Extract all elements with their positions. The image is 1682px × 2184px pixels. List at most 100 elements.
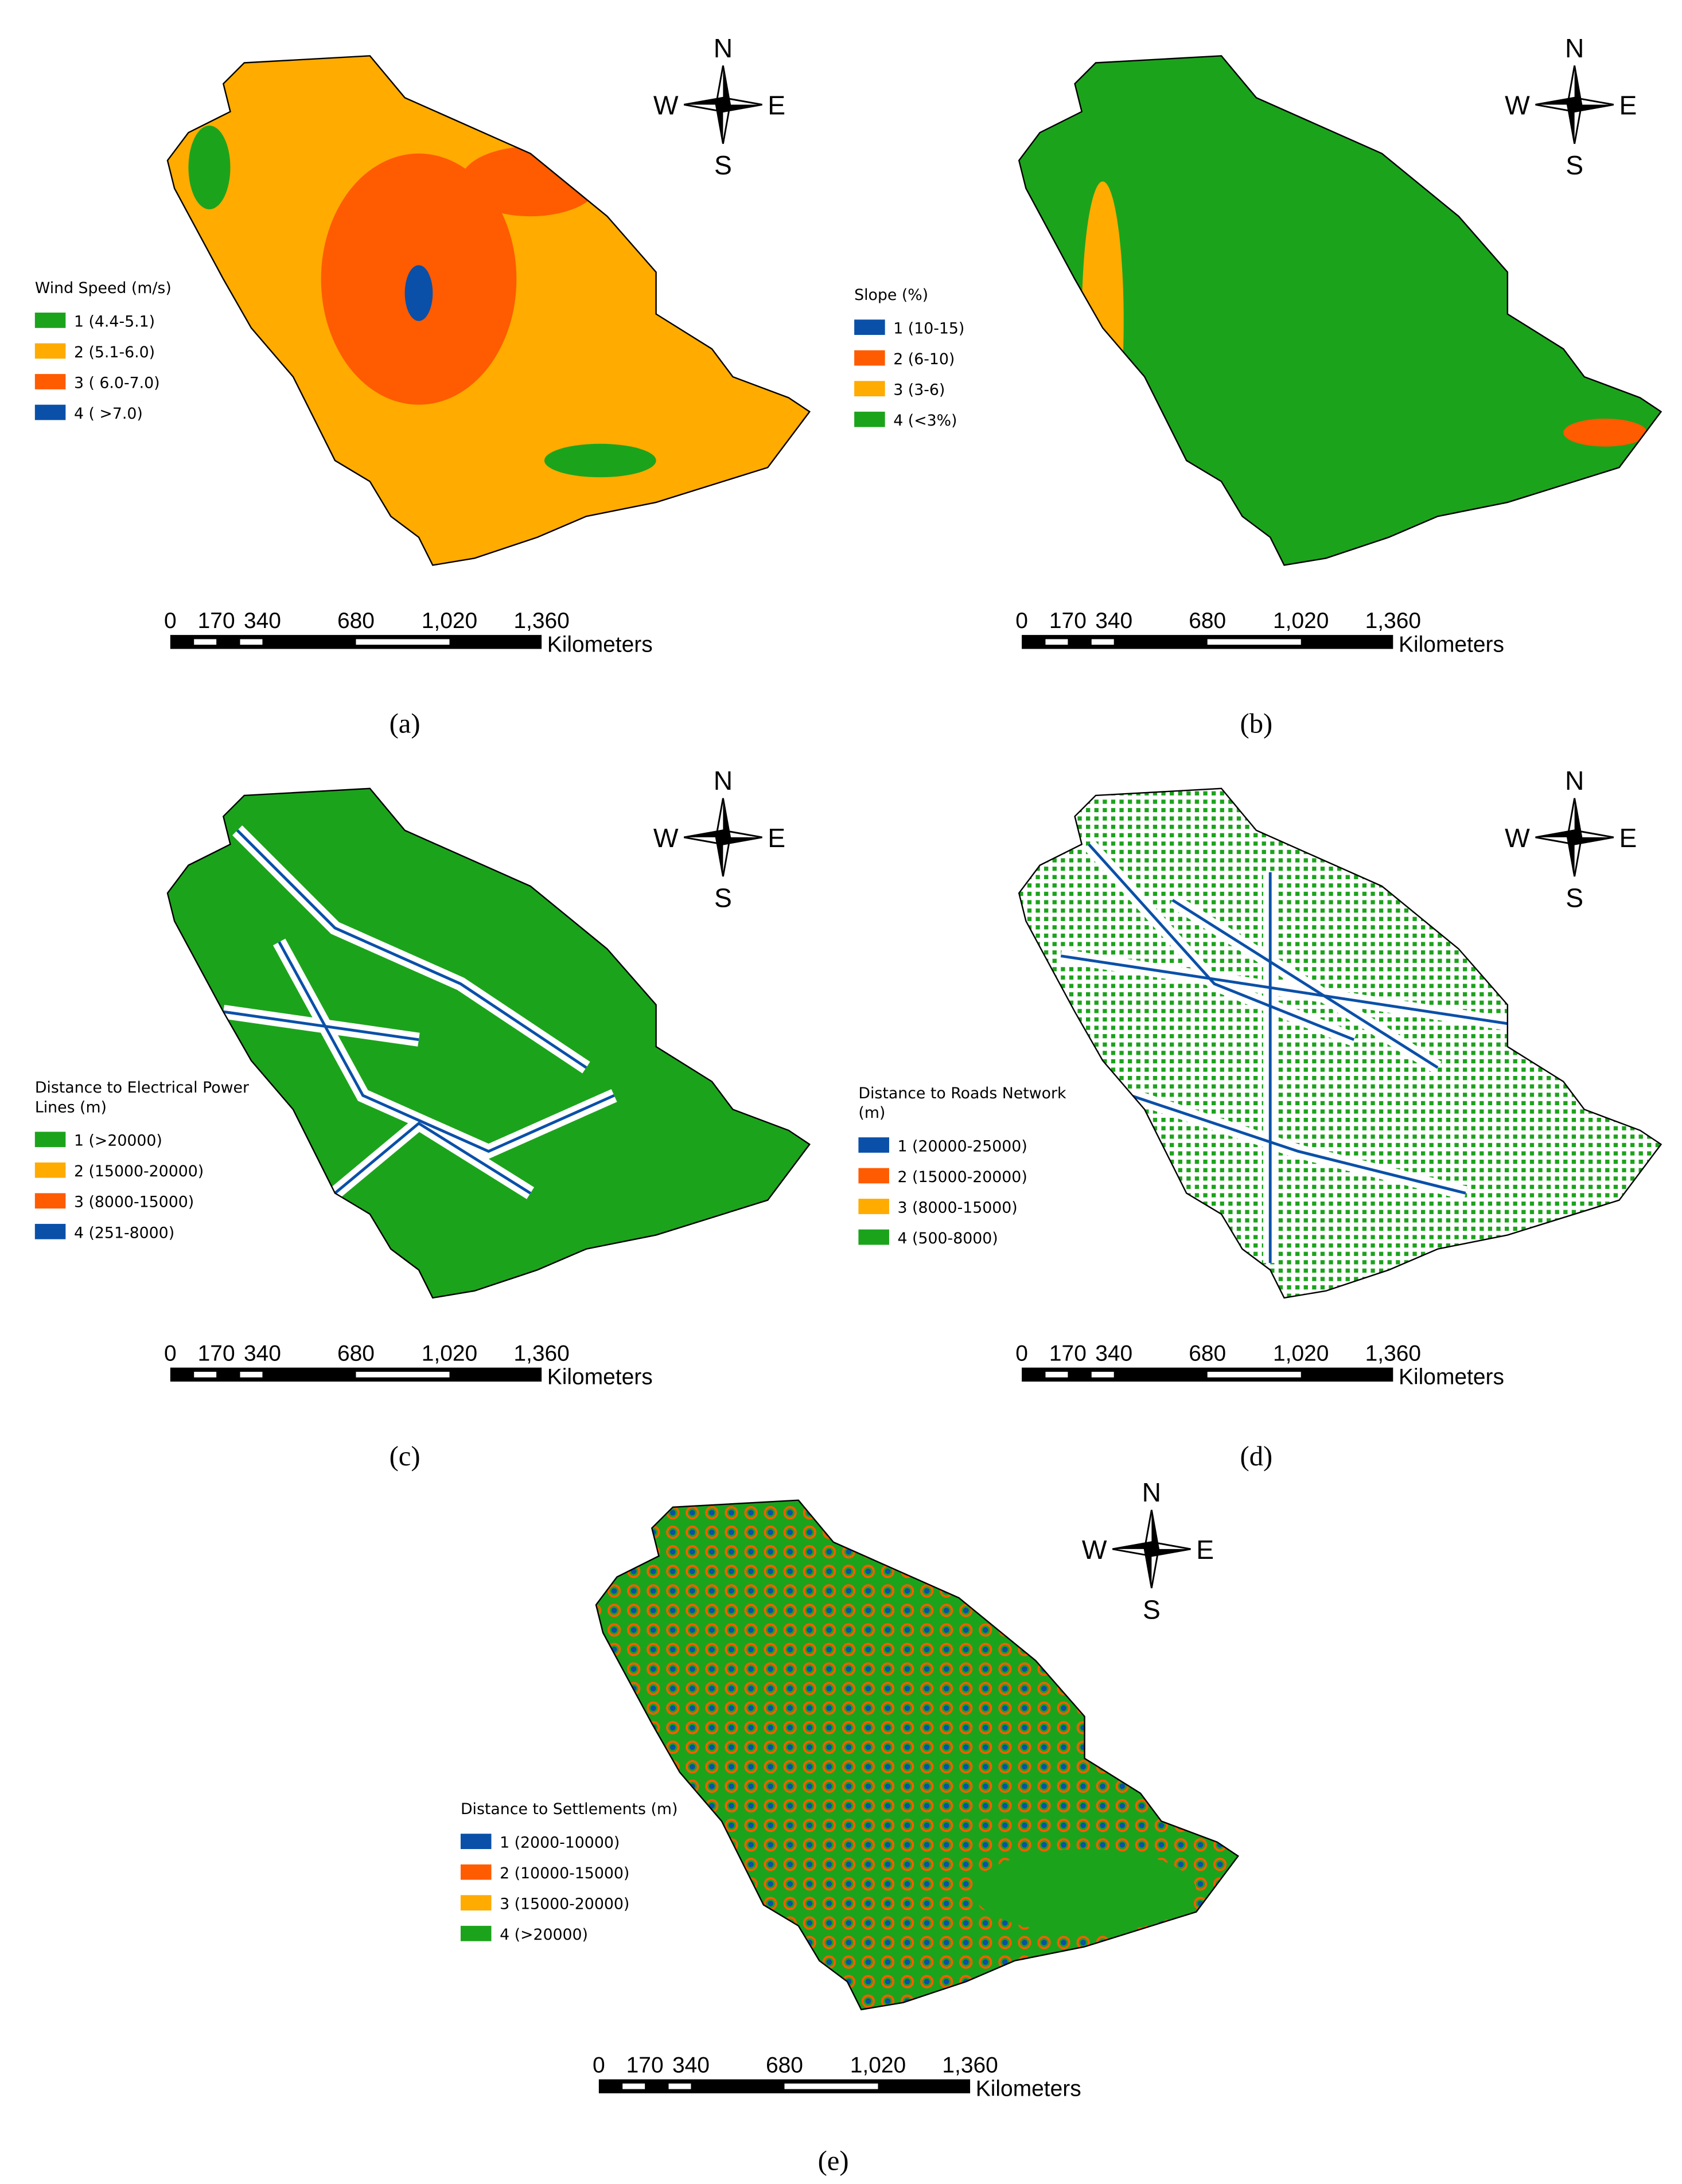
compass: N S W E — [1505, 33, 1637, 180]
scale-bar-gap — [356, 639, 450, 645]
scale-bar-gap — [1091, 1371, 1114, 1378]
caption: (b) — [1240, 708, 1273, 739]
scale-label: 170 — [1049, 1341, 1087, 1366]
caption: (a) — [390, 708, 420, 739]
scale-label: 1,360 — [513, 1341, 569, 1366]
compass-s: S — [714, 150, 732, 180]
compass-s: S — [1143, 1595, 1161, 1625]
compass-w: W — [1082, 1535, 1107, 1565]
legend-swatch — [34, 404, 66, 420]
compass-w: W — [653, 823, 679, 853]
compass-star-fill — [1535, 798, 1614, 877]
scale-unit: Kilometers — [547, 632, 653, 657]
legend: Slope (%) 1 (10-15) 2 (6-10) 3 (3-6) 4 (<3%) — [854, 286, 964, 430]
compass-star-fill — [684, 65, 762, 144]
scale-label: 680 — [337, 1341, 375, 1366]
scale-bar-gap — [1091, 639, 1114, 645]
legend: Wind Speed (m/s) 1 (4.4-5.1) 2 (5.1-6.0) 3 … — [34, 279, 172, 423]
legend-title: (m) — [858, 1104, 885, 1122]
compass-e: E — [1619, 91, 1637, 120]
legend-swatch — [34, 1132, 66, 1148]
compass-w: W — [1505, 91, 1530, 120]
compass: N S W E — [653, 33, 785, 180]
scale-label: 680 — [337, 609, 375, 633]
legend-swatch — [858, 1168, 889, 1184]
scale-label: 0 — [1015, 1341, 1028, 1366]
scale-label: 0 — [164, 1341, 177, 1366]
map-patch — [1563, 418, 1648, 447]
scale-bar-gap — [1045, 1371, 1068, 1378]
legend-swatch — [854, 411, 885, 427]
caption: (e) — [818, 2146, 849, 2177]
map-panel: N S W E Distance to Roads Network (m) 1 (20000… — [858, 766, 1662, 1472]
scale-label: 0 — [593, 2053, 605, 2077]
scale-unit: Kilometers — [547, 1365, 653, 1390]
scale-label: 170 — [1049, 609, 1087, 633]
map-patches — [222, 825, 617, 1199]
scale-bar-gap — [194, 1371, 217, 1378]
scale-label: 1,020 — [850, 2053, 906, 2077]
compass-n: N — [714, 33, 733, 63]
legend-label: 1 (10-15) — [893, 320, 964, 338]
scale-label: 340 — [1095, 609, 1132, 633]
legend-label: 2 (6-10) — [893, 350, 955, 368]
scale-bar-gap — [356, 1371, 450, 1378]
compass: N S W E — [653, 766, 785, 912]
scale-label: 0 — [164, 609, 177, 633]
scale-unit: Kilometers — [976, 2077, 1081, 2101]
compass-s: S — [1566, 150, 1583, 180]
map-panel: N S W E Distance to Settlements (m) 1 (2000-1… — [460, 1477, 1239, 2177]
legend-label: 3 (8000-15000) — [74, 1194, 194, 1211]
scale-label: 1,020 — [422, 609, 477, 633]
map-patch — [1081, 181, 1124, 461]
map — [1018, 787, 1662, 1299]
legend-label: 2 (5.1-6.0) — [74, 344, 155, 361]
scale-bar-gap — [1207, 1371, 1301, 1378]
map — [1018, 55, 1662, 566]
legend-swatch — [460, 1834, 492, 1850]
legend-label: 2 (10000-15000) — [500, 1865, 629, 1882]
legend-swatch — [858, 1229, 889, 1245]
scale-bar-gap — [1207, 639, 1301, 645]
map-panel: N S W E Slope (%) 1 (10-15) 2 (6-10) 3 (3-6) 4 (… — [854, 33, 1662, 739]
compass-star-fill — [1535, 65, 1614, 144]
legend-title: Distance to Settlements (m) — [461, 1800, 678, 1818]
compass-e: E — [768, 823, 785, 853]
map — [595, 1499, 1239, 2011]
caption: (c) — [390, 1441, 420, 1472]
legend-title: Distance to Electrical Power — [35, 1079, 249, 1097]
legend-label: 4 ( >7.0) — [74, 405, 143, 423]
scale-unit: Kilometers — [1399, 1365, 1504, 1390]
network-edges — [223, 829, 615, 1195]
compass-e: E — [1619, 823, 1637, 853]
legend-swatch — [854, 381, 885, 397]
scale-label: 170 — [198, 1341, 235, 1366]
legend-swatch — [858, 1137, 889, 1153]
map-patch — [404, 265, 433, 321]
compass-s: S — [714, 883, 732, 913]
scale-bar-gap — [240, 1371, 263, 1378]
map-patch — [972, 1849, 1197, 1933]
scale-label: 340 — [244, 1341, 281, 1366]
legend-swatch — [858, 1199, 889, 1214]
scale-label: 340 — [1095, 1341, 1132, 1366]
scale-bar-gap — [1045, 639, 1068, 645]
scale-label: 1,020 — [1273, 1341, 1329, 1366]
map-patch — [460, 146, 601, 217]
compass-n: N — [1142, 1477, 1161, 1507]
legend-label: 4 (251-8000) — [74, 1224, 174, 1242]
scale-bar-gap — [240, 639, 263, 645]
legend-title: Slope (%) — [854, 286, 928, 304]
scale-label: 1,020 — [1273, 609, 1329, 633]
map-patches — [1060, 839, 1523, 1263]
legend-swatch — [34, 1193, 66, 1209]
legend-title: Wind Speed (m/s) — [35, 279, 172, 297]
legend-title: Lines (m) — [35, 1098, 107, 1116]
legend-label: 3 ( 6.0-7.0) — [74, 374, 160, 392]
legend-swatch — [34, 1162, 66, 1178]
scale-bar-gap — [668, 2083, 691, 2089]
